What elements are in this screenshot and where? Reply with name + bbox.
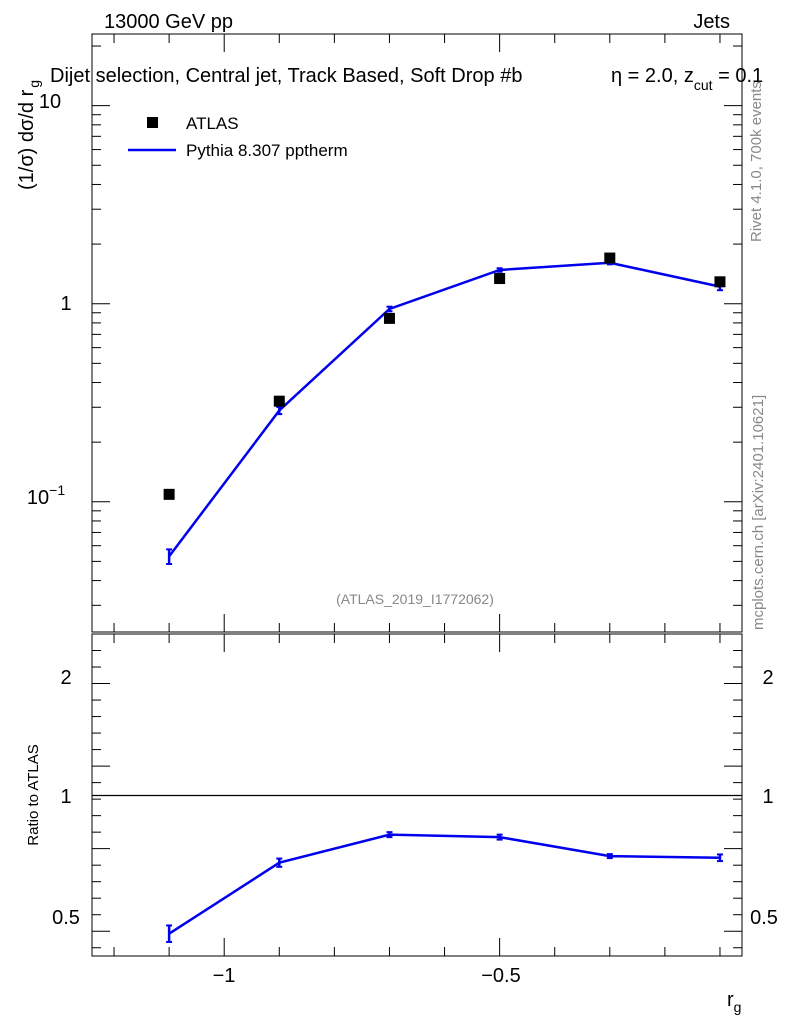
atlas-data-point [714, 276, 726, 288]
legend-mc-label: Pythia 8.307 pptherm [186, 141, 348, 160]
main-data-marks [163, 252, 726, 566]
main-y-axis-label: (1/σ) dσ/d rg [16, 80, 42, 190]
xtick-label-minus1: −1 [213, 965, 236, 987]
atlas-data-point [383, 312, 395, 324]
atlas-data-point [163, 488, 175, 500]
analysis-id-annotation: (ATLAS_2019_I1772062) [336, 591, 494, 607]
main-ytick-label-0p1: 10−1 [27, 482, 65, 509]
ratio-x-ticks [113, 634, 721, 956]
x-axis-label: rg [727, 989, 741, 1015]
plot-title: Dijet selection, Central jet, Track Base… [50, 65, 522, 87]
main-y-ticks [92, 45, 742, 606]
rivet-version-label: Rivet 4.1.0, 700k events [748, 81, 765, 242]
atlas-data-point [494, 273, 506, 285]
ratio-ytick-label-1-right: 1 [762, 786, 773, 808]
header-category: Jets [693, 11, 730, 33]
ratio-ytick-label-2-right: 2 [762, 667, 773, 689]
atlas-data-point [604, 252, 616, 264]
main-x-ticks [113, 34, 721, 632]
ratio-y-axis-label: Ratio to ATLAS [25, 744, 42, 845]
xtick-label-minus0p5: −0.5 [481, 965, 520, 987]
mc-line [168, 261, 721, 558]
legend-data-marker [147, 117, 158, 128]
ratio-ytick-label-0p5-left: 0.5 [52, 907, 80, 929]
ratio-y-ticks [92, 650, 742, 949]
mcplots-source-label: mcplots.cern.ch [arXiv:2401.10621] [750, 395, 767, 630]
main-panel-frame [91, 33, 743, 633]
ratio-mc-line [168, 833, 720, 935]
main-ytick-label-10: 10 [39, 91, 61, 113]
ratio-ytick-label-0p5-right: 0.5 [750, 907, 778, 929]
ratio-ytick-label-2-left: 2 [60, 667, 71, 689]
ratio-ytick-label-1-left: 1 [60, 786, 71, 808]
atlas-data-point [273, 395, 285, 407]
ratio-data-marks [166, 831, 723, 943]
legend-data-label: ATLAS [186, 114, 239, 133]
plot-title-tail: η = 2.0, zcut = 0.1 [611, 65, 763, 93]
main-ytick-label-1: 1 [60, 293, 71, 315]
header-process: 13000 GeV pp [104, 11, 233, 33]
